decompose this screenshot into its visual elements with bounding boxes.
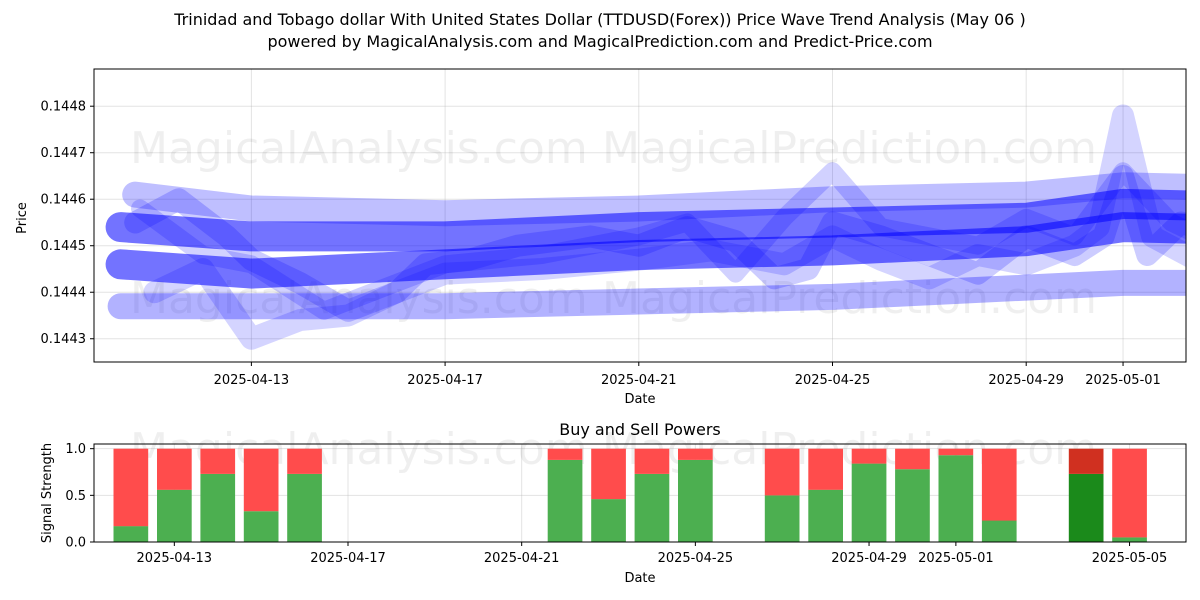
watermark-right-upper: MagicalPrediction.com bbox=[602, 123, 1097, 174]
power-y-tick-label: 1.0 bbox=[65, 442, 86, 457]
buy-bar bbox=[808, 489, 843, 542]
buy-bar bbox=[157, 489, 192, 542]
buy-bar bbox=[113, 526, 149, 542]
chart-subtitle: powered by MagicalAnalysis.com and Magic… bbox=[267, 32, 932, 51]
buy-bar bbox=[678, 459, 713, 542]
price-chart-frame bbox=[93, 68, 1187, 363]
price-y-tick-label: 0.1443 bbox=[41, 332, 87, 347]
sell-bar bbox=[981, 448, 1017, 521]
power-chart-y-ticks: 0.0 0.5 1.0 bbox=[65, 442, 94, 551]
price-chart-x-label: Date bbox=[624, 392, 655, 407]
buy-bar bbox=[634, 473, 670, 542]
buy-bar bbox=[243, 511, 279, 542]
buy-bar bbox=[938, 455, 974, 542]
power-chart-frame bbox=[93, 443, 1187, 543]
price-x-tick-label: 2025-05-01 bbox=[1085, 373, 1161, 388]
buy-bar bbox=[547, 459, 583, 542]
sell-bar bbox=[634, 448, 670, 474]
wave-lower-band bbox=[107, 269, 1186, 320]
sell-bar bbox=[287, 448, 322, 474]
price-wave-layer bbox=[105, 104, 1186, 350]
sell-bar bbox=[157, 448, 192, 490]
price-y-tick-label: 0.1446 bbox=[41, 193, 87, 208]
buy-bar bbox=[851, 463, 887, 542]
power-x-tick-label: 2025-04-29 bbox=[831, 551, 907, 566]
sell-bar bbox=[547, 448, 583, 460]
sell-bar bbox=[678, 448, 713, 460]
power-chart-x-ticks: 2025-04-13 2025-04-17 2025-04-21 2025-04-25… bbox=[137, 542, 1168, 566]
power-chart-y-label: Signal Strength bbox=[40, 443, 55, 543]
power-chart-plot bbox=[113, 448, 1147, 542]
power-chart-x-label: Date bbox=[624, 571, 655, 586]
price-x-tick-label: 2025-04-13 bbox=[214, 373, 290, 388]
price-y-tick-label: 0.1448 bbox=[41, 100, 87, 115]
buy-bar bbox=[1068, 473, 1104, 542]
power-x-tick-label: 2025-04-25 bbox=[658, 551, 734, 566]
power-chart: Buy and Sell Powers MagicalAnalysis.com … bbox=[40, 420, 1187, 586]
sell-bar bbox=[1112, 448, 1147, 538]
watermark-left-bottom: MagicalAnalysis.com bbox=[130, 424, 588, 475]
sell-bar bbox=[895, 448, 930, 470]
price-y-tick-label: 0.1447 bbox=[41, 146, 87, 161]
price-chart-y-ticks: 0.1443 0.1444 0.1445 0.1446 0.1447 0.1448 bbox=[41, 100, 94, 347]
buy-bar bbox=[200, 473, 236, 542]
buy-bar bbox=[1112, 537, 1147, 542]
sell-bar bbox=[808, 448, 843, 490]
sell-bar bbox=[113, 448, 149, 527]
power-x-tick-label: 2025-05-05 bbox=[1092, 551, 1168, 566]
wave-main-wave-upper bbox=[105, 188, 1186, 252]
sell-bar bbox=[591, 448, 626, 500]
sell-bar bbox=[764, 448, 800, 496]
watermark-right-bottom: MagicalPrediction.com bbox=[602, 424, 1097, 475]
wave-main-wave-lower bbox=[105, 212, 1186, 289]
power-x-tick-label: 2025-04-21 bbox=[484, 551, 560, 566]
price-y-tick-label: 0.1444 bbox=[41, 286, 87, 301]
sell-bar bbox=[938, 448, 974, 456]
watermark-left-upper: MagicalAnalysis.com bbox=[130, 123, 588, 174]
wave-upper-band bbox=[122, 172, 1186, 227]
price-x-tick-label: 2025-04-17 bbox=[407, 373, 483, 388]
watermark-right-lower: MagicalPrediction.com bbox=[602, 273, 1097, 324]
wave-price-wave-2 bbox=[143, 104, 1186, 350]
price-chart-y-label: Price bbox=[15, 202, 30, 234]
buy-bar bbox=[981, 520, 1017, 542]
price-chart-plot bbox=[105, 104, 1186, 350]
sell-bar bbox=[200, 448, 236, 474]
price-chart: MagicalAnalysis.com MagicalPrediction.co… bbox=[15, 68, 1187, 407]
wave-price-wave-3 bbox=[131, 162, 1186, 320]
sell-bar bbox=[243, 448, 279, 512]
power-x-tick-label: 2025-04-17 bbox=[310, 551, 386, 566]
buy-bar bbox=[287, 473, 322, 542]
chart-title: Trinidad and Tobago dollar With United S… bbox=[173, 10, 1025, 29]
price-x-tick-label: 2025-04-29 bbox=[988, 373, 1064, 388]
buy-bar bbox=[895, 469, 930, 542]
buy-bar bbox=[764, 495, 800, 542]
sell-bar bbox=[1068, 448, 1104, 474]
sell-bar bbox=[851, 448, 887, 464]
price-x-tick-label: 2025-04-21 bbox=[601, 373, 677, 388]
power-x-tick-label: 2025-04-13 bbox=[137, 551, 213, 566]
price-chart-x-ticks: 2025-04-13 2025-04-17 2025-04-21 2025-04-25… bbox=[214, 362, 1161, 388]
power-x-tick-label: 2025-05-01 bbox=[918, 551, 994, 566]
wave-price-wave-1 bbox=[124, 165, 1186, 322]
price-x-tick-label: 2025-04-25 bbox=[795, 373, 871, 388]
price-y-tick-label: 0.1445 bbox=[41, 239, 87, 254]
buy-bar bbox=[591, 499, 626, 542]
power-chart-title: Buy and Sell Powers bbox=[559, 420, 721, 439]
power-y-tick-label: 0.5 bbox=[65, 489, 86, 504]
power-y-tick-label: 0.0 bbox=[65, 536, 86, 551]
